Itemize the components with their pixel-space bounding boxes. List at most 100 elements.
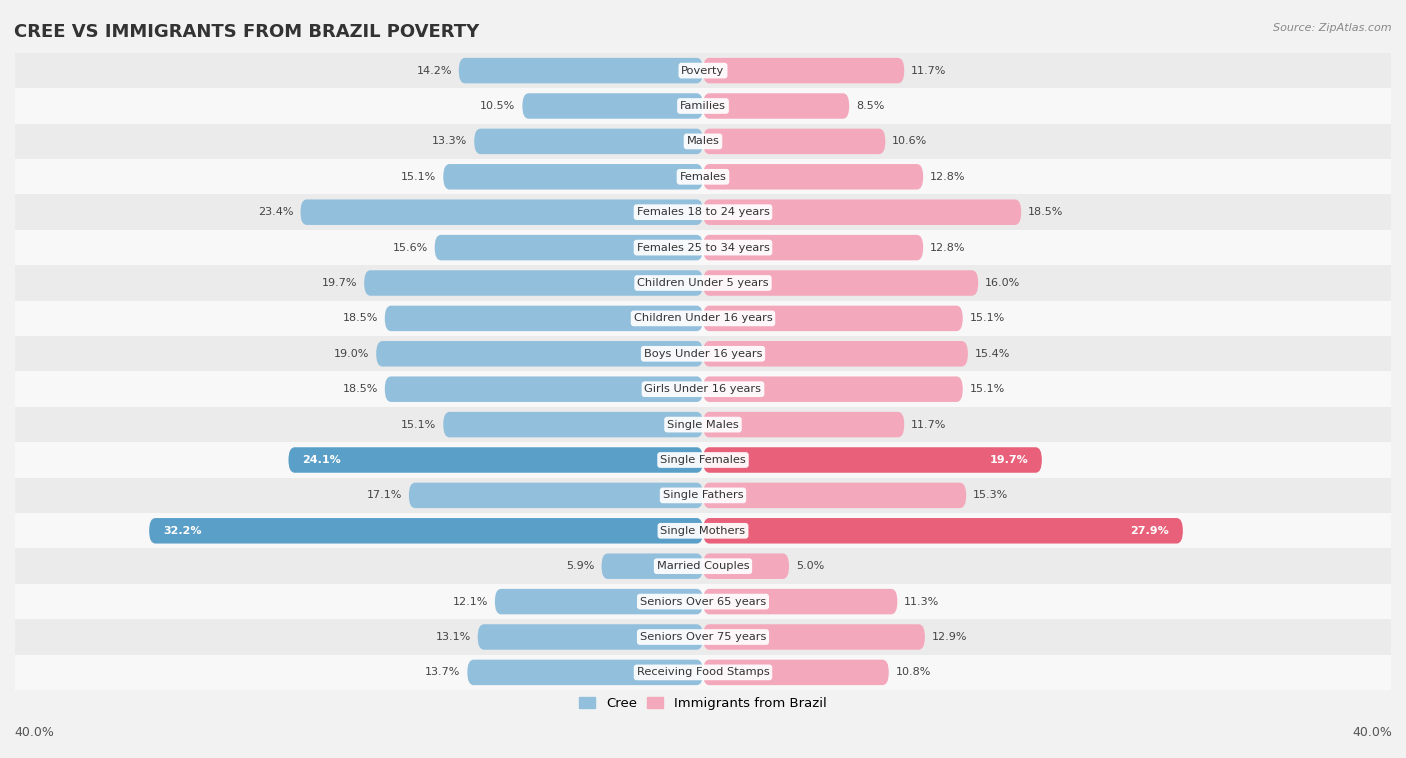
FancyBboxPatch shape bbox=[434, 235, 703, 260]
Text: 18.5%: 18.5% bbox=[343, 313, 378, 324]
Text: 23.4%: 23.4% bbox=[259, 207, 294, 218]
FancyBboxPatch shape bbox=[443, 412, 703, 437]
Bar bbox=[15, 265, 1391, 301]
Text: Source: ZipAtlas.com: Source: ZipAtlas.com bbox=[1274, 23, 1392, 33]
Text: Children Under 5 years: Children Under 5 years bbox=[637, 278, 769, 288]
Text: 12.1%: 12.1% bbox=[453, 597, 488, 606]
Bar bbox=[15, 549, 1391, 584]
Text: 18.5%: 18.5% bbox=[343, 384, 378, 394]
FancyBboxPatch shape bbox=[703, 199, 1021, 225]
FancyBboxPatch shape bbox=[703, 341, 967, 367]
Text: 15.1%: 15.1% bbox=[401, 420, 436, 430]
FancyBboxPatch shape bbox=[703, 93, 849, 119]
Text: 12.8%: 12.8% bbox=[929, 243, 966, 252]
FancyBboxPatch shape bbox=[523, 93, 703, 119]
Text: 11.7%: 11.7% bbox=[911, 66, 946, 76]
Text: 40.0%: 40.0% bbox=[14, 726, 53, 739]
Bar bbox=[15, 230, 1391, 265]
Bar bbox=[15, 478, 1391, 513]
Text: 5.0%: 5.0% bbox=[796, 561, 824, 572]
Text: 24.1%: 24.1% bbox=[302, 455, 342, 465]
Text: 13.7%: 13.7% bbox=[425, 667, 461, 678]
FancyBboxPatch shape bbox=[409, 483, 703, 508]
FancyBboxPatch shape bbox=[478, 625, 703, 650]
Text: 15.6%: 15.6% bbox=[392, 243, 427, 252]
Text: 32.2%: 32.2% bbox=[163, 526, 201, 536]
Bar bbox=[15, 301, 1391, 336]
Text: 12.9%: 12.9% bbox=[932, 632, 967, 642]
Text: Females 25 to 34 years: Females 25 to 34 years bbox=[637, 243, 769, 252]
FancyBboxPatch shape bbox=[703, 625, 925, 650]
Text: 13.3%: 13.3% bbox=[432, 136, 467, 146]
Text: 19.7%: 19.7% bbox=[322, 278, 357, 288]
Text: 19.7%: 19.7% bbox=[990, 455, 1028, 465]
Legend: Cree, Immigrants from Brazil: Cree, Immigrants from Brazil bbox=[574, 692, 832, 716]
Text: Seniors Over 65 years: Seniors Over 65 years bbox=[640, 597, 766, 606]
Text: 10.6%: 10.6% bbox=[893, 136, 928, 146]
FancyBboxPatch shape bbox=[443, 164, 703, 190]
Text: Boys Under 16 years: Boys Under 16 years bbox=[644, 349, 762, 359]
Text: 15.1%: 15.1% bbox=[970, 313, 1005, 324]
Text: Single Fathers: Single Fathers bbox=[662, 490, 744, 500]
FancyBboxPatch shape bbox=[703, 129, 886, 154]
FancyBboxPatch shape bbox=[703, 447, 1042, 473]
Text: 8.5%: 8.5% bbox=[856, 101, 884, 111]
Text: 13.1%: 13.1% bbox=[436, 632, 471, 642]
FancyBboxPatch shape bbox=[703, 589, 897, 614]
Text: Children Under 16 years: Children Under 16 years bbox=[634, 313, 772, 324]
Bar bbox=[15, 336, 1391, 371]
Text: 27.9%: 27.9% bbox=[1130, 526, 1170, 536]
Text: CREE VS IMMIGRANTS FROM BRAZIL POVERTY: CREE VS IMMIGRANTS FROM BRAZIL POVERTY bbox=[14, 23, 479, 41]
FancyBboxPatch shape bbox=[703, 271, 979, 296]
Text: 11.3%: 11.3% bbox=[904, 597, 939, 606]
Text: Married Couples: Married Couples bbox=[657, 561, 749, 572]
Bar bbox=[15, 407, 1391, 443]
FancyBboxPatch shape bbox=[149, 518, 703, 543]
FancyBboxPatch shape bbox=[703, 412, 904, 437]
FancyBboxPatch shape bbox=[474, 129, 703, 154]
Bar bbox=[15, 53, 1391, 88]
FancyBboxPatch shape bbox=[467, 659, 703, 685]
FancyBboxPatch shape bbox=[602, 553, 703, 579]
Text: 17.1%: 17.1% bbox=[367, 490, 402, 500]
FancyBboxPatch shape bbox=[301, 199, 703, 225]
FancyBboxPatch shape bbox=[703, 164, 924, 190]
Text: Girls Under 16 years: Girls Under 16 years bbox=[644, 384, 762, 394]
FancyBboxPatch shape bbox=[703, 235, 924, 260]
FancyBboxPatch shape bbox=[703, 553, 789, 579]
Bar bbox=[15, 584, 1391, 619]
Text: Poverty: Poverty bbox=[682, 66, 724, 76]
Bar bbox=[15, 371, 1391, 407]
Text: 40.0%: 40.0% bbox=[1353, 726, 1392, 739]
FancyBboxPatch shape bbox=[385, 377, 703, 402]
Text: Seniors Over 75 years: Seniors Over 75 years bbox=[640, 632, 766, 642]
Text: Receiving Food Stamps: Receiving Food Stamps bbox=[637, 667, 769, 678]
FancyBboxPatch shape bbox=[288, 447, 703, 473]
Text: 18.5%: 18.5% bbox=[1028, 207, 1063, 218]
Text: 15.4%: 15.4% bbox=[974, 349, 1010, 359]
Bar bbox=[15, 124, 1391, 159]
FancyBboxPatch shape bbox=[495, 589, 703, 614]
Text: 15.1%: 15.1% bbox=[401, 172, 436, 182]
FancyBboxPatch shape bbox=[385, 305, 703, 331]
Text: Females: Females bbox=[679, 172, 727, 182]
FancyBboxPatch shape bbox=[703, 305, 963, 331]
FancyBboxPatch shape bbox=[703, 659, 889, 685]
Bar bbox=[15, 195, 1391, 230]
Text: Families: Families bbox=[681, 101, 725, 111]
Bar bbox=[15, 513, 1391, 549]
Text: 12.8%: 12.8% bbox=[929, 172, 966, 182]
FancyBboxPatch shape bbox=[377, 341, 703, 367]
Bar bbox=[15, 159, 1391, 195]
Text: Males: Males bbox=[686, 136, 720, 146]
Text: Females 18 to 24 years: Females 18 to 24 years bbox=[637, 207, 769, 218]
Text: 10.8%: 10.8% bbox=[896, 667, 931, 678]
FancyBboxPatch shape bbox=[703, 483, 966, 508]
FancyBboxPatch shape bbox=[703, 58, 904, 83]
FancyBboxPatch shape bbox=[703, 377, 963, 402]
Text: 15.3%: 15.3% bbox=[973, 490, 1008, 500]
Text: 15.1%: 15.1% bbox=[970, 384, 1005, 394]
Text: 11.7%: 11.7% bbox=[911, 420, 946, 430]
FancyBboxPatch shape bbox=[703, 518, 1182, 543]
Bar bbox=[15, 443, 1391, 478]
